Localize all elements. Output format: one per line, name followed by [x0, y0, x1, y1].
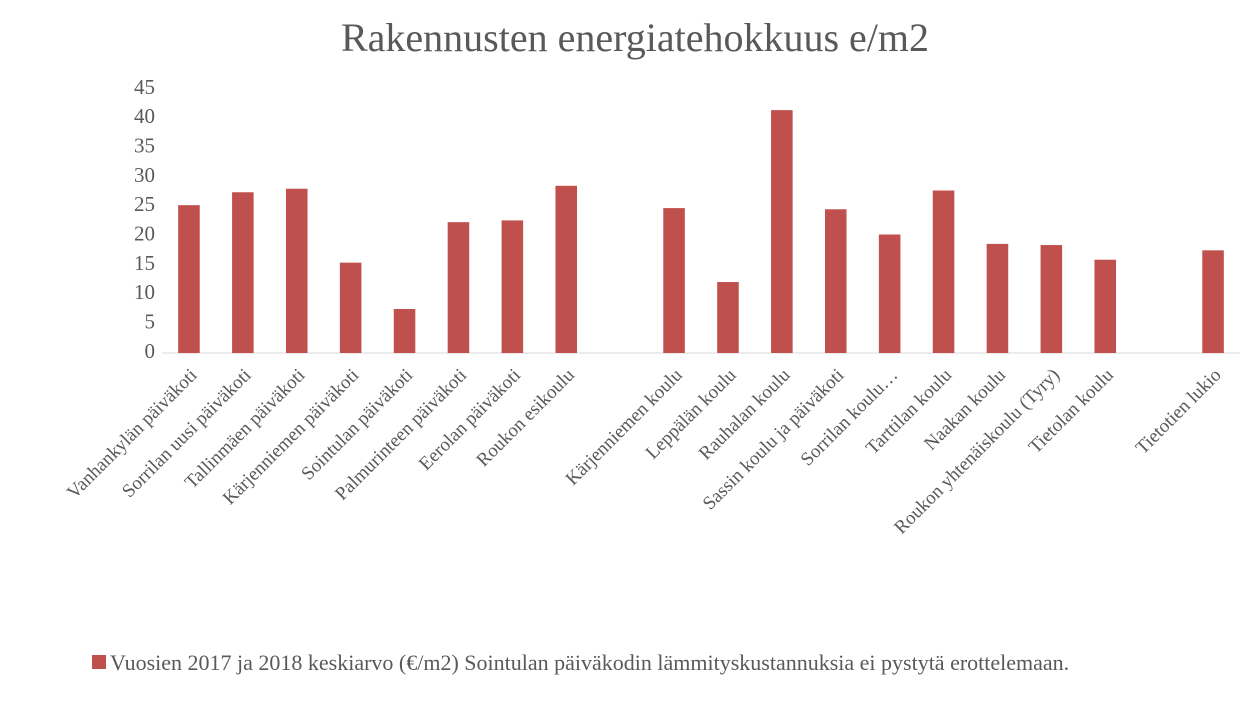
bar — [1040, 245, 1063, 353]
bar — [663, 208, 685, 353]
bar — [447, 222, 470, 353]
bar — [717, 282, 739, 353]
bar — [232, 192, 254, 353]
y-tick-label: 45 — [134, 75, 155, 99]
bar — [178, 205, 200, 353]
y-tick-label: 20 — [134, 221, 155, 245]
bar — [393, 309, 416, 353]
bar — [824, 209, 847, 353]
bar — [878, 234, 901, 353]
bar — [1094, 259, 1117, 353]
legend-label: Vuosien 2017 ja 2018 keskiarvo (€/m2) So… — [110, 650, 1070, 675]
y-tick-label: 40 — [134, 104, 155, 128]
bar — [1202, 250, 1224, 353]
chart-title: Rakennusten energiatehokkuus e/m2 — [341, 15, 929, 60]
y-tick-label: 10 — [134, 280, 155, 304]
bar — [555, 185, 578, 353]
bar — [339, 262, 362, 353]
x-tick-label: Tietotien lukio — [1132, 365, 1226, 459]
y-tick-label: 35 — [134, 133, 155, 157]
y-tick-label: 5 — [145, 309, 156, 333]
y-tick-label: 30 — [134, 163, 155, 187]
bar — [285, 188, 308, 353]
bar — [771, 110, 793, 354]
bar — [986, 243, 1009, 353]
bar — [501, 220, 524, 353]
x-tick-label: Sorrilan koulu… — [797, 365, 903, 471]
y-tick-label: 15 — [134, 251, 155, 275]
bar — [932, 190, 955, 353]
legend-swatch — [92, 655, 106, 669]
y-tick-label: 25 — [134, 192, 155, 216]
x-tick-label: Roukon esikoulu — [473, 364, 580, 471]
y-tick-label: 0 — [145, 339, 156, 363]
legend: Vuosien 2017 ja 2018 keskiarvo (€/m2) So… — [92, 649, 1152, 677]
